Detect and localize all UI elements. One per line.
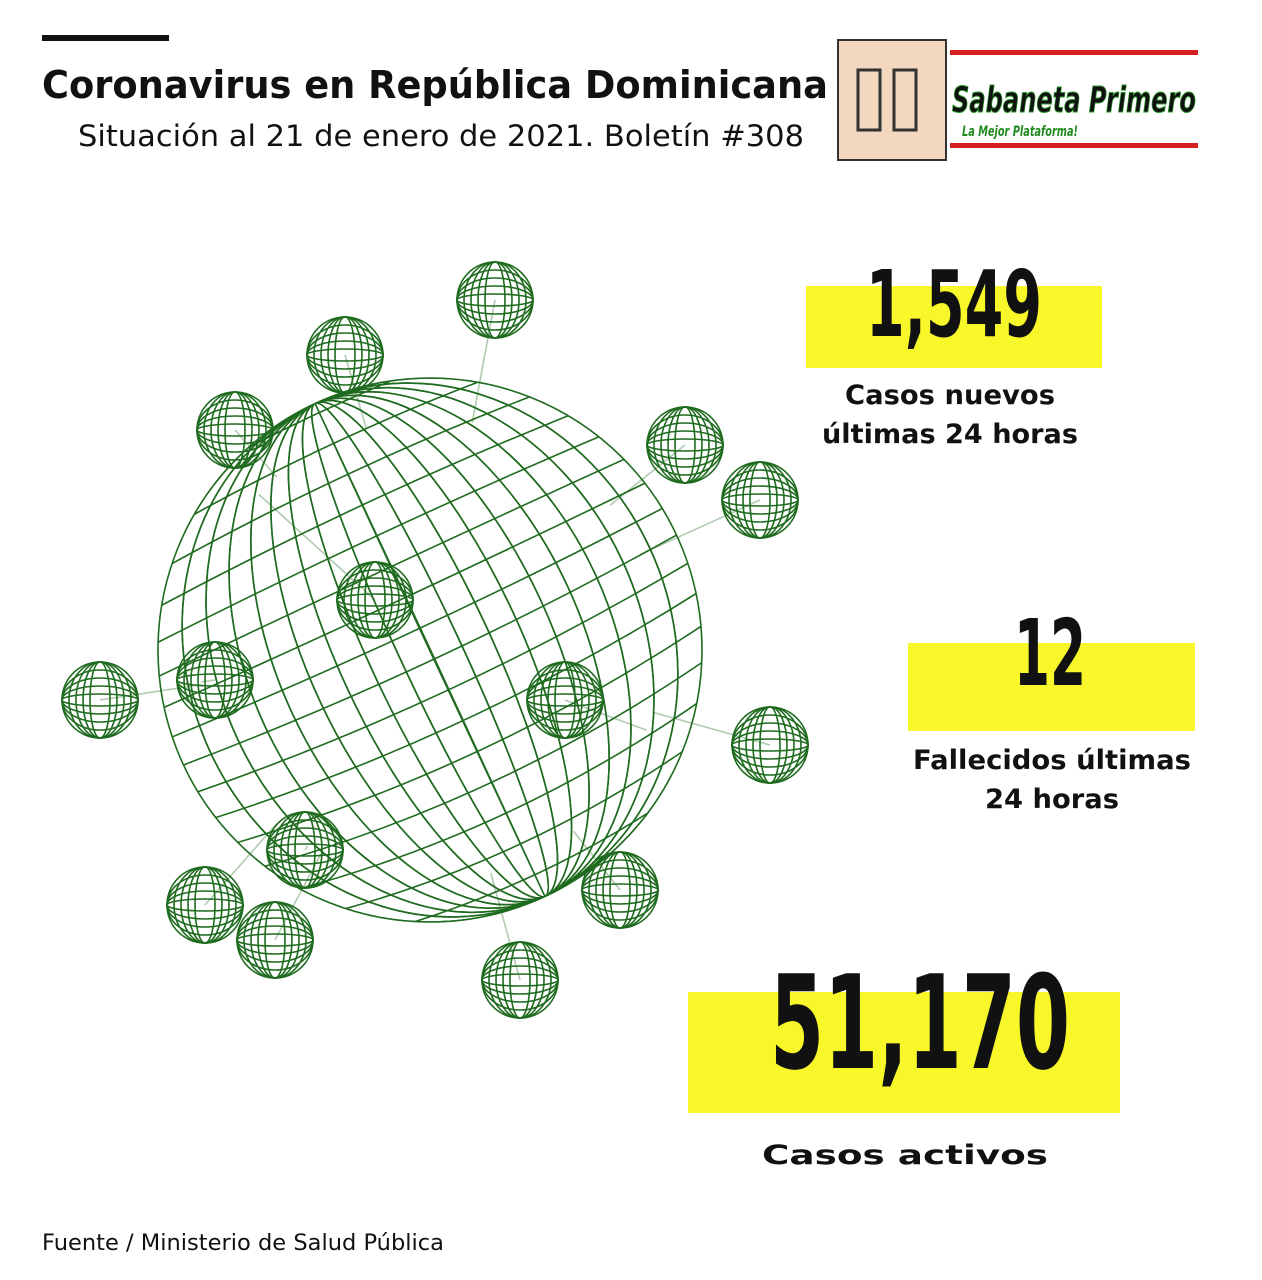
stat-label: Casos nuevos [845,380,1055,411]
highlight-box [688,992,1120,1113]
stat-value: 12 [1014,600,1086,707]
stat-label: 24 horas [985,784,1119,815]
virus-wire [200,679,216,683]
virus-wire [89,661,111,739]
virus-wire [204,641,226,719]
virus-wire [646,438,724,452]
virus-wire [640,499,761,556]
logo-name: Sabaneta Primero [952,80,1196,121]
virus-wire [721,493,799,507]
highlight-box [806,286,1102,368]
virus-illustration [61,261,809,1019]
logo-window [856,68,882,132]
virus-wire [481,973,559,987]
stat-value: 51,170 [770,947,1070,1099]
stat-value: 1,549 [866,251,1042,358]
virus-wire [526,693,604,707]
subtitle: Situación al 21 de enero de 2021. Boletí… [78,119,804,153]
virus-wire [294,811,316,889]
logo-tagline: La Mejor Plataforma! [962,124,1078,140]
virus-wire [158,378,562,520]
virus-wire [484,261,506,339]
highlight-box [908,643,1195,731]
virus-wire [195,561,690,794]
virus-wire [266,843,344,857]
header-bar [42,35,169,41]
virus-wire [158,378,575,547]
virus-wire [731,738,809,752]
virus-wire [272,726,702,922]
virus-wire [490,872,521,981]
virus-wire [509,941,531,1019]
virus-wire [158,397,613,629]
stat-label: últimas 24 horas [822,419,1078,450]
stat-label: Fallecidos últimas [913,745,1191,776]
virus-wire [166,898,244,912]
virus-wire [264,901,286,979]
virus-wire [224,391,246,469]
virus-wire [304,845,309,851]
virus-wire [364,561,386,639]
logo-rule [950,50,1198,55]
virus-wire [471,299,496,423]
virus-wire [158,378,702,922]
virus-wire [236,933,314,947]
virus-wire [334,316,356,394]
virus-wire [609,444,686,506]
logo-building [837,39,947,161]
virus-wire [183,534,677,766]
virus-wire [221,616,702,848]
virus-wire [194,866,216,944]
virus-wire [749,461,771,539]
virus-wire [234,643,702,876]
virus-wire [208,589,702,821]
virus-wire [314,402,546,898]
logo-rule [950,143,1198,148]
virus-wire [554,661,576,739]
virus-wire [196,423,274,437]
title: Coronavirus en República Dominicana [42,63,828,107]
virus-wire [456,293,534,307]
virus-wire [234,429,278,478]
virus-wire [258,493,376,601]
virus-wire [336,593,414,607]
source: Fuente / Ministerio de Salud Pública [42,1231,444,1256]
logo: Sabaneta Primero La Mejor Plataforma! [837,39,1198,161]
logo-window [892,68,918,132]
virus-wire [581,883,659,897]
virus-wire [759,706,781,784]
virus-wire [158,424,626,657]
stat-label: Casos activos [762,1140,1048,1171]
virus-wire [609,851,631,929]
virus-wire [176,673,254,687]
virus-wire [674,406,696,484]
virus-wire [306,348,384,362]
virus-wire [157,377,703,923]
virus-wire [61,693,139,707]
